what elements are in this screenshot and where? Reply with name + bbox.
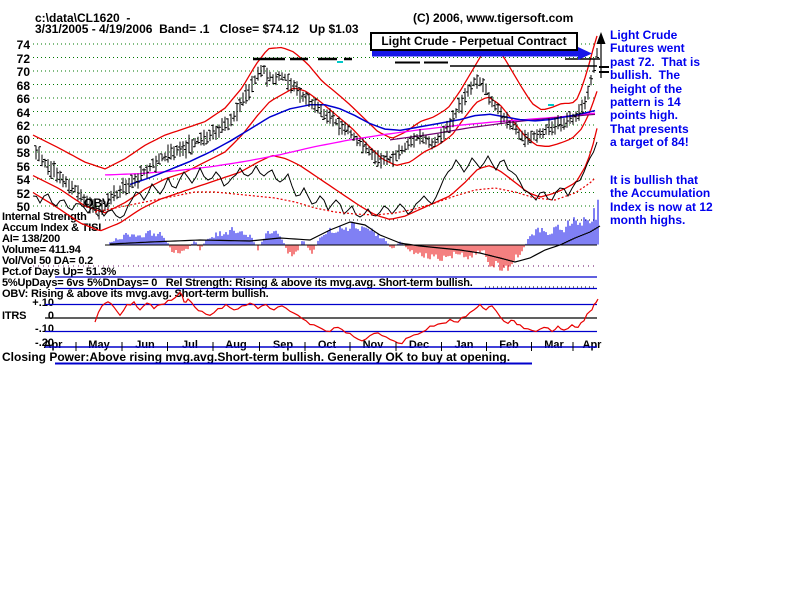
x-axis-month-label: Dec: [408, 339, 430, 351]
date-range-line: 3/31/2005 - 4/19/2006 Band= .1 Close= $7…: [35, 22, 359, 36]
x-axis-month-label: Jun: [135, 339, 155, 351]
itrs-label: ITRS: [2, 310, 27, 322]
y-axis-label: 68: [16, 78, 30, 93]
pct-days-up-value: Pct.of Days Up= 51.3%: [2, 266, 117, 278]
vol-ratio-value: Vol/Vol 50 DA= 0.2: [2, 255, 94, 267]
y-axis-label: 66: [16, 92, 30, 106]
x-axis-month-label: Jul: [182, 339, 198, 351]
x-axis-month-label: Sep: [272, 339, 294, 351]
y-axis-label: 62: [16, 119, 30, 133]
x-axis-month-label: May: [88, 339, 110, 351]
volume-value: Volume= 411.94: [2, 244, 81, 256]
y-axis-label: 72: [16, 51, 30, 66]
y-axis-label: 58: [16, 146, 30, 160]
x-axis-month-label: Mar: [544, 339, 564, 351]
y-axis-label: 70: [16, 65, 30, 79]
itrs-scale-minus10: -.10: [35, 323, 54, 335]
x-axis-month-label: Jan: [454, 339, 474, 351]
itrs-scale-minus20: -.20: [35, 337, 54, 349]
itrs-scale-zero: 0: [47, 310, 54, 322]
x-axis-month-label: Feb: [499, 339, 519, 351]
x-axis-month-label: Apr: [582, 339, 602, 351]
closing-power-line: Closing Power:Above rising mvg.avg.Short…: [2, 350, 511, 364]
y-axis-label: 50: [16, 200, 30, 214]
ai-value: AI= 138/200: [2, 233, 61, 245]
copyright: (C) 2006, www.tigersoft.com: [413, 11, 574, 25]
y-axis-label: 52: [16, 186, 30, 201]
breakout-annotation: Light Crude Futures went past 72. That i…: [610, 28, 701, 150]
y-axis-label: 60: [16, 132, 30, 147]
y-axis-label: 64: [16, 105, 30, 120]
chart-title-box: Light Crude - Perpetual Contract: [370, 32, 578, 51]
x-axis-month-label: Aug: [225, 339, 247, 351]
x-axis-month-label: Oct: [317, 339, 337, 351]
itrs-scale-plus10: +.10: [32, 297, 54, 309]
y-axis-label: 74: [16, 38, 30, 52]
x-axis-month-label: Apr: [43, 339, 63, 351]
rel-strength-line: 5%UpDays= 6vs 5%DnDays= 0 Rel Strength: …: [2, 277, 473, 289]
file-path: c:\data\CL1620 -: [35, 11, 131, 25]
y-axis-label: 56: [16, 159, 30, 174]
y-axis-label: 54: [16, 173, 30, 187]
x-axis-month-label: Nov: [362, 339, 384, 351]
obv-label: OBV: [84, 196, 111, 210]
accumulation-annotation: It is bullish that the Accumulation Inde…: [610, 173, 713, 228]
